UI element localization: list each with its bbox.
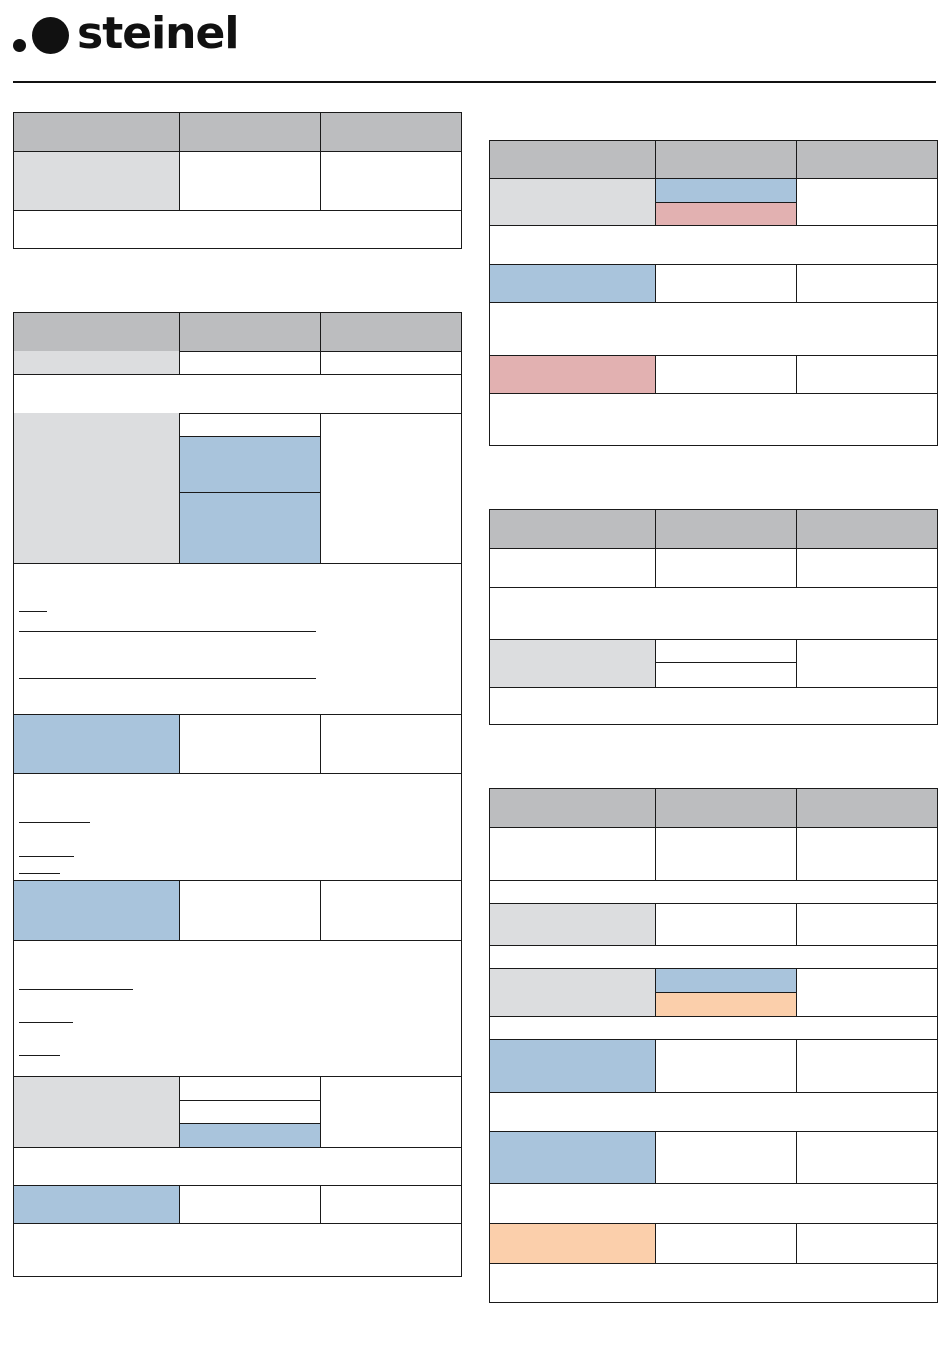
table-right-2 [489,509,938,725]
steinel-logo: steinel [13,8,239,59]
table-right-3 [489,788,938,1303]
table-left-1 [13,112,462,249]
table-right-1 [489,140,938,446]
brand-name: steinel [77,8,239,59]
table-left-2 [13,312,462,1277]
logo-dots-icon [13,12,73,56]
header-rule [13,81,936,83]
